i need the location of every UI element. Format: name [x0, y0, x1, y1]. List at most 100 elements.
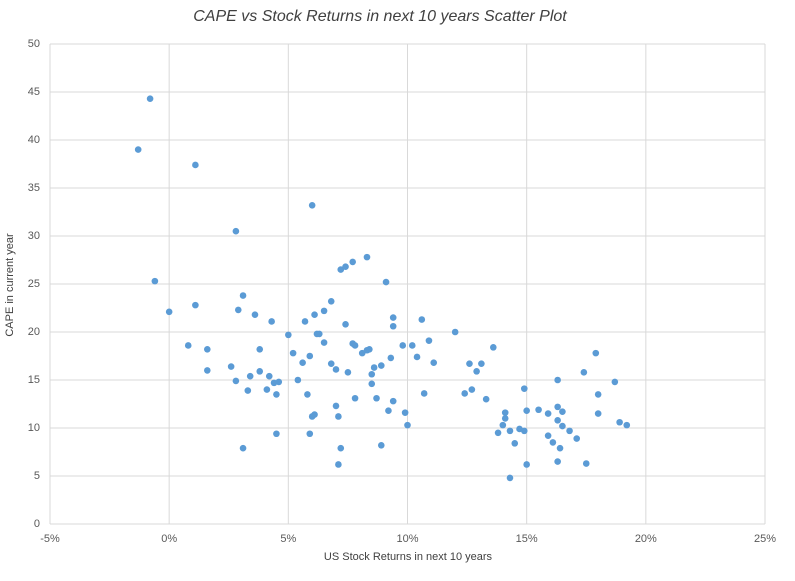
point — [289, 349, 297, 357]
point — [544, 432, 552, 439]
y-tick-label: 15 — [28, 374, 40, 386]
point — [523, 407, 530, 415]
y-tick-label: 20 — [28, 326, 40, 338]
point — [573, 435, 581, 442]
point — [482, 395, 490, 403]
point — [316, 330, 323, 338]
point — [246, 372, 254, 380]
point — [204, 345, 211, 353]
point — [418, 316, 426, 323]
point — [494, 429, 502, 437]
point — [342, 321, 349, 328]
point — [566, 427, 573, 435]
point — [366, 345, 373, 353]
y-tick-label: 40 — [28, 134, 40, 146]
y-tick-label: 30 — [28, 230, 40, 242]
point — [327, 297, 335, 305]
point — [385, 407, 392, 415]
chart-title: CAPE vs Stock Returns in next 10 years S… — [193, 8, 567, 25]
point — [523, 461, 530, 468]
point — [327, 360, 335, 367]
point — [256, 345, 264, 353]
point — [363, 253, 371, 261]
point — [268, 318, 275, 325]
point — [308, 201, 316, 209]
point — [413, 353, 421, 361]
point — [420, 390, 428, 397]
point — [554, 403, 561, 411]
point — [501, 409, 509, 416]
point — [370, 364, 378, 371]
point — [554, 458, 561, 465]
point — [256, 368, 264, 375]
point — [377, 441, 385, 449]
y-tick-label: 10 — [28, 422, 40, 434]
point — [311, 311, 318, 319]
point — [304, 391, 311, 398]
point — [232, 377, 240, 385]
point — [430, 359, 438, 367]
point — [151, 277, 159, 285]
point — [342, 263, 349, 271]
point — [165, 308, 173, 316]
point — [623, 421, 631, 429]
point — [404, 421, 411, 429]
point — [559, 422, 566, 430]
point — [263, 386, 271, 393]
point — [232, 227, 240, 235]
point — [582, 460, 590, 467]
y-tick-label: 25 — [28, 278, 40, 290]
point — [146, 95, 154, 103]
point — [478, 360, 485, 367]
point — [192, 161, 199, 169]
point — [511, 440, 519, 447]
point — [335, 413, 342, 420]
point — [451, 328, 459, 336]
point — [382, 278, 390, 286]
point — [344, 369, 352, 376]
point — [134, 146, 142, 153]
point — [554, 376, 561, 384]
point — [556, 444, 564, 452]
point — [301, 318, 309, 325]
point — [244, 387, 252, 394]
point — [351, 394, 359, 402]
x-tick-label: 25% — [754, 533, 776, 545]
y-tick-label: 0 — [34, 518, 40, 530]
point — [559, 408, 566, 415]
x-axis-title: US Stock Returns in next 10 years — [324, 551, 493, 563]
point — [306, 352, 314, 360]
point — [239, 444, 247, 452]
point — [320, 307, 328, 315]
point — [468, 386, 476, 393]
point — [337, 444, 345, 452]
point — [273, 391, 280, 398]
point — [335, 461, 342, 468]
point — [349, 258, 356, 266]
y-tick-label: 5 — [34, 470, 40, 482]
y-tick-label: 50 — [28, 38, 40, 50]
point — [592, 349, 600, 357]
point — [549, 439, 557, 446]
point — [535, 406, 542, 414]
y-tick-label: 35 — [28, 182, 40, 194]
x-tick-label: 5% — [280, 533, 296, 545]
point — [520, 427, 528, 435]
point — [239, 292, 247, 299]
point — [594, 391, 602, 398]
point — [611, 378, 619, 386]
point — [337, 266, 345, 273]
point — [501, 415, 509, 422]
point — [351, 342, 359, 349]
point — [306, 430, 314, 438]
x-tick-label: 0% — [161, 533, 177, 545]
point — [408, 342, 416, 349]
point — [399, 342, 407, 349]
point — [554, 417, 561, 424]
x-tick-label: 15% — [516, 533, 538, 545]
point — [234, 306, 242, 314]
point — [275, 378, 283, 386]
point — [273, 430, 280, 438]
point — [461, 390, 469, 397]
